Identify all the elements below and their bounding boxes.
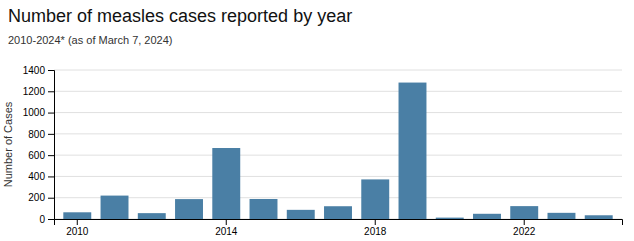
grid-line (54, 176, 622, 177)
y-tick-mark (48, 198, 54, 199)
x-axis: 2010 2014 2018 2022 (55, 219, 623, 237)
y-axis-line (48, 71, 55, 220)
x-tick-mark (77, 219, 78, 225)
x-tick-mark (375, 219, 376, 225)
x-tick-label: 2022 (513, 226, 536, 237)
bar (324, 206, 352, 219)
x-tick: 2022 (513, 219, 536, 237)
bar (510, 206, 538, 219)
y-tick-label: 0 (39, 214, 45, 225)
y-tick: 0 (39, 214, 54, 225)
grid-line (54, 133, 622, 134)
y-tick: 800 (28, 129, 54, 140)
y-axis: 0 200 400 600 800 1000 1200 1400 (23, 65, 55, 225)
x-tick-mark (524, 219, 525, 225)
x-tick-mark (226, 219, 227, 225)
y-tick-mark (48, 219, 54, 220)
bar (399, 83, 427, 219)
y-tick-label: 1400 (23, 65, 46, 76)
x-tick-label: 2010 (66, 226, 89, 237)
x-tick: 2010 (66, 219, 89, 237)
bar (473, 214, 501, 219)
plot: 0 200 400 600 800 1000 1200 1400 2010 2014 2018 202… (23, 65, 623, 237)
y-tick-mark (48, 155, 54, 156)
grid-line (54, 70, 622, 71)
y-tick: 1000 (23, 107, 54, 118)
x-tick-label: 2018 (364, 226, 387, 237)
y-axis-title: Number of Cases (2, 101, 14, 187)
y-tick-label: 600 (28, 150, 45, 161)
bar (138, 213, 166, 219)
bar (585, 215, 613, 219)
x-tick: 2018 (364, 219, 387, 237)
bar (548, 213, 576, 219)
grid-line (54, 112, 622, 113)
x-tick: 2014 (215, 219, 238, 237)
grid-line (54, 197, 622, 198)
y-tick: 1200 (23, 86, 54, 97)
grid (54, 70, 622, 219)
y-tick: 200 (28, 192, 54, 203)
y-tick-label: 400 (28, 171, 45, 182)
bar (212, 148, 240, 219)
bar (63, 212, 91, 219)
y-tick: 1400 (23, 65, 54, 76)
x-tick-label: 2014 (215, 226, 238, 237)
bar (361, 179, 389, 219)
bar (436, 218, 464, 219)
subtitle: 2010-2024* (as of March 7, 2024) (8, 34, 173, 46)
y-tick-mark (48, 113, 54, 114)
y-tick: 600 (28, 150, 54, 161)
bar (101, 196, 129, 219)
y-tick-label: 1200 (23, 86, 46, 97)
y-tick-mark (48, 91, 54, 92)
y-tick-label: 800 (28, 129, 45, 140)
y-tick-mark (48, 176, 54, 177)
bar (175, 199, 203, 219)
title: Number of measles cases reported by year (8, 6, 352, 26)
x-axis-line (55, 220, 623, 226)
grid-line (54, 155, 622, 156)
chart: Number of measles cases reported by year… (0, 0, 634, 241)
y-tick-label: 1000 (23, 107, 46, 118)
bar (287, 210, 315, 219)
y-tick-mark (48, 70, 54, 71)
bar (250, 199, 278, 219)
bars (63, 83, 612, 219)
y-tick-label: 200 (28, 192, 45, 203)
y-tick-mark (48, 134, 54, 135)
y-tick: 400 (28, 171, 54, 182)
grid-line (54, 91, 622, 92)
